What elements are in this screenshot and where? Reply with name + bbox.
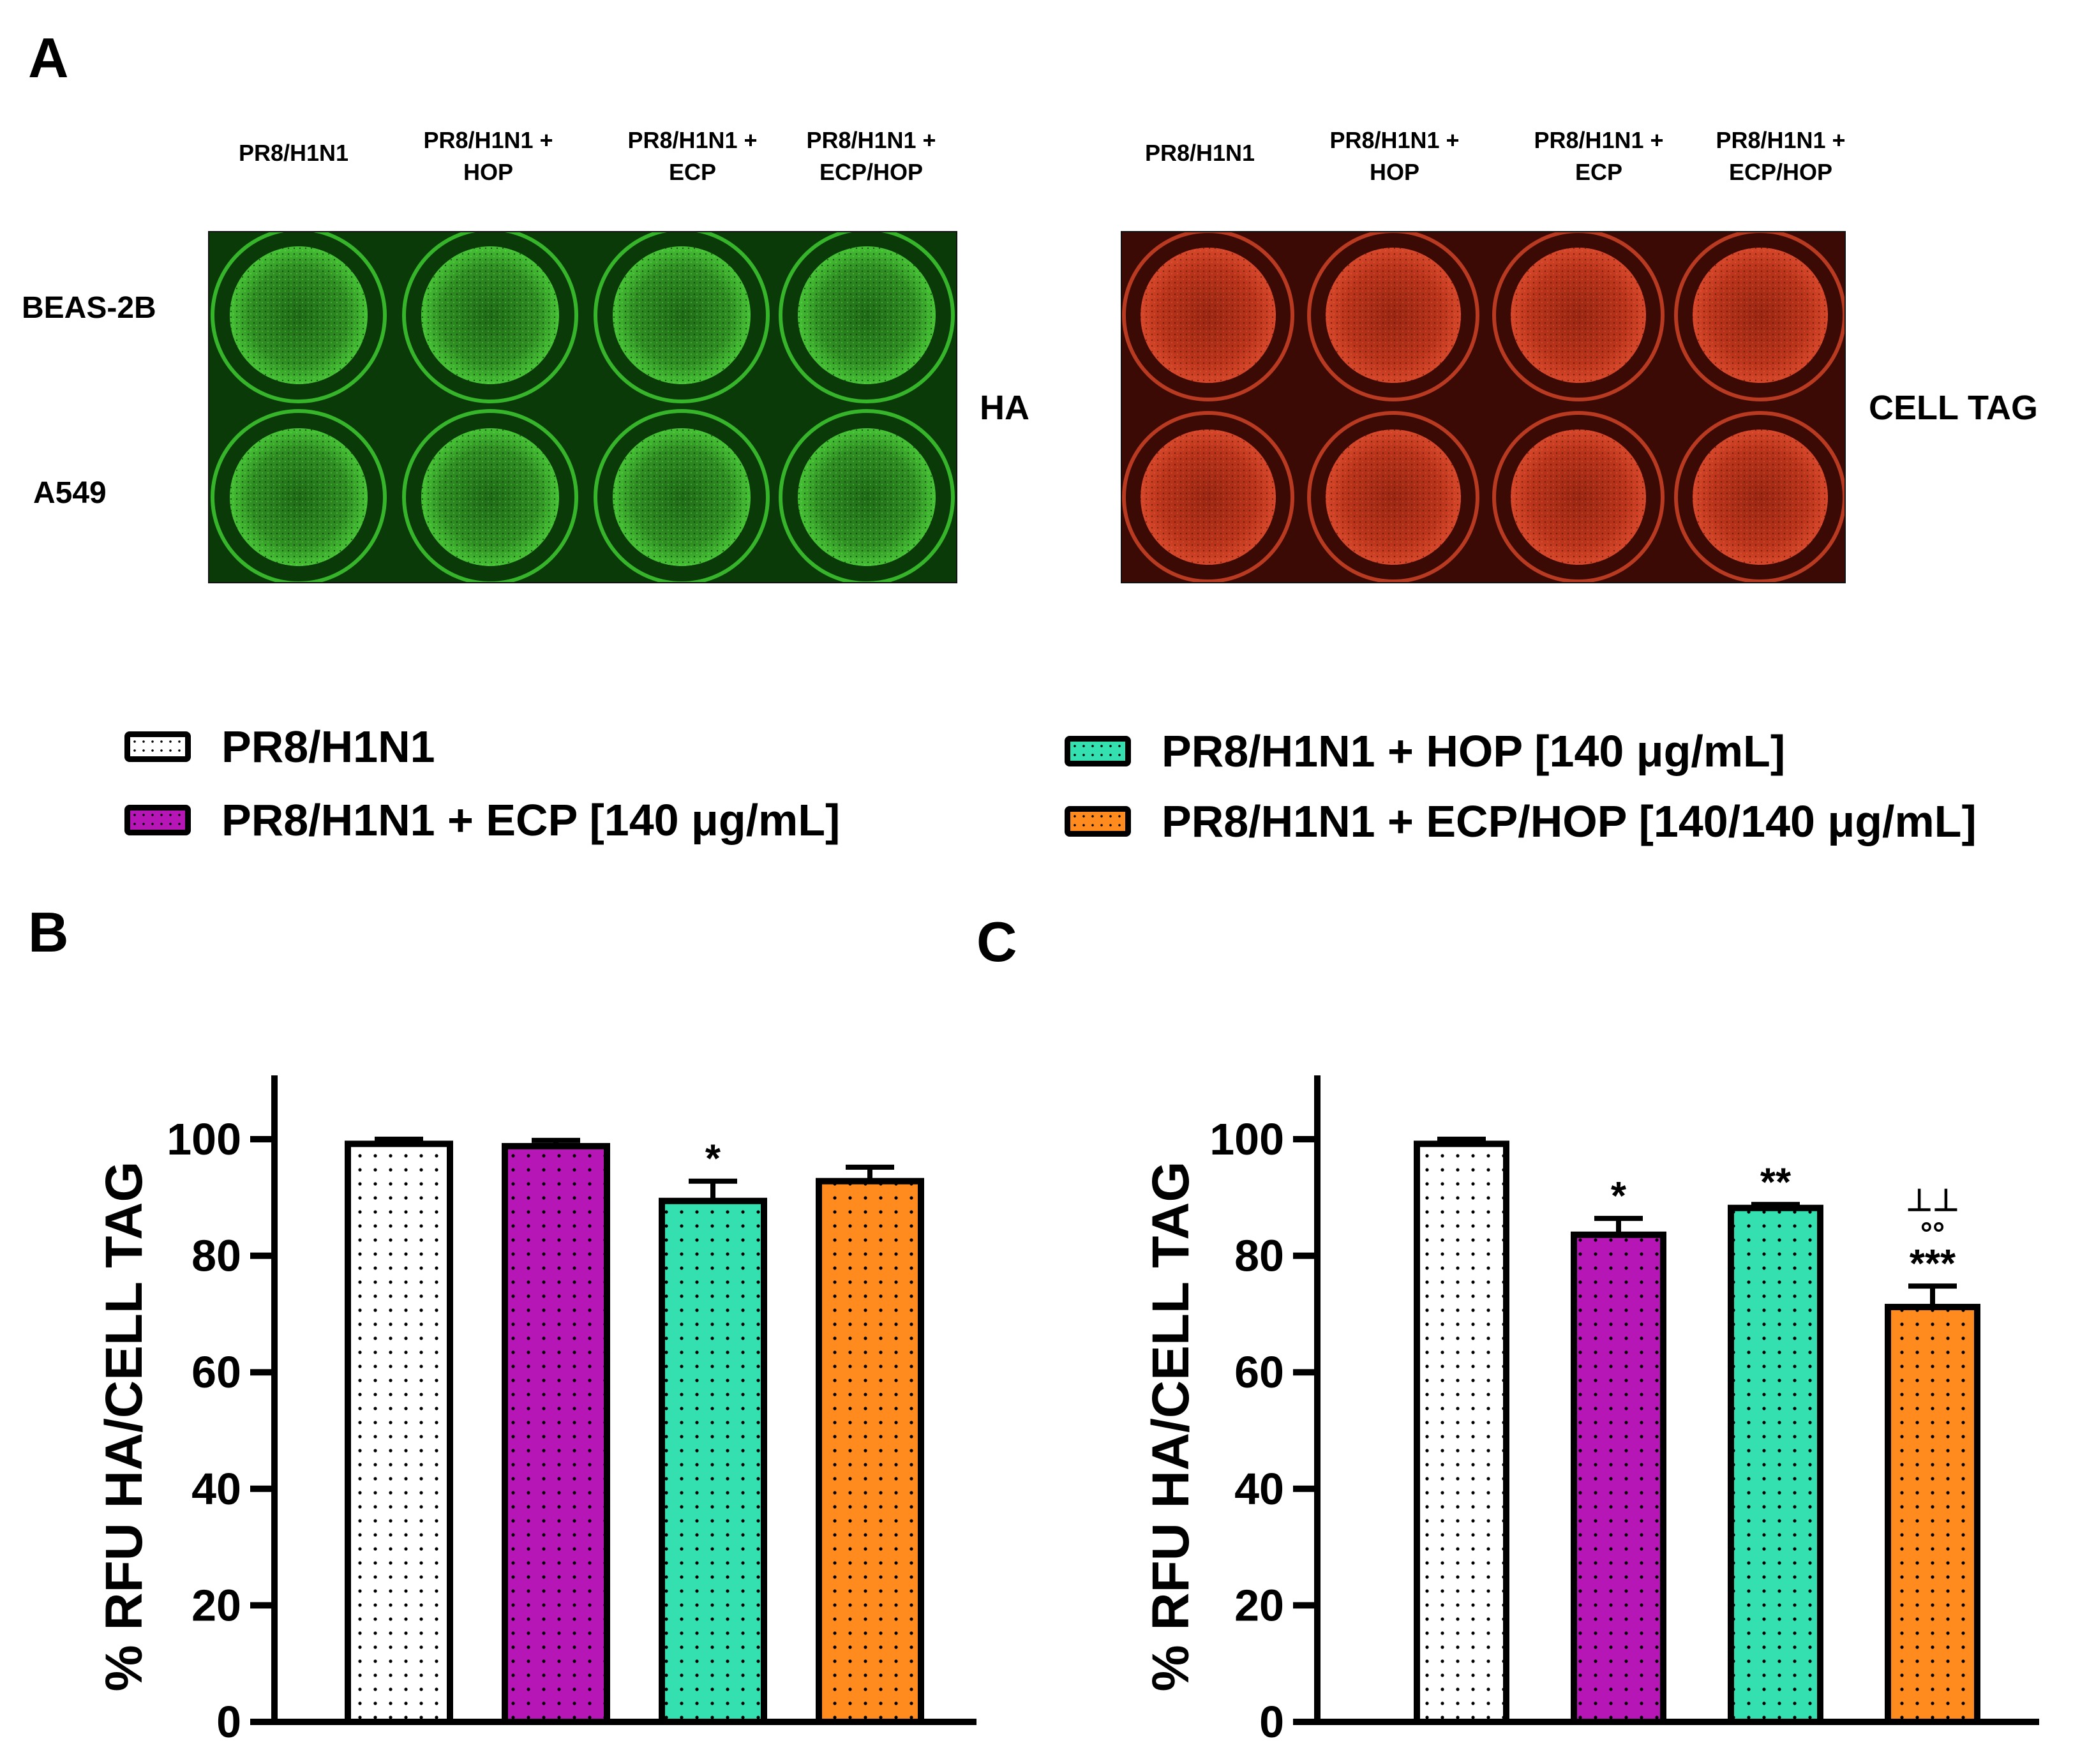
ha-col-label-1: PR8/H1N1 [238, 140, 349, 166]
chart-c-ytick-label-0: 0 [1259, 1697, 1284, 1747]
panel-c-letter: C [976, 910, 1017, 973]
chart-b-errorbar-3 [846, 1164, 894, 1181]
chart-c-ytick-label-80: 80 [1234, 1231, 1284, 1281]
ha-wells [211, 232, 955, 582]
chart-b-bar-3 [816, 1177, 924, 1725]
chart-b-ytick-label-0: 0 [216, 1697, 241, 1747]
chart-b-errorbar-1 [532, 1137, 580, 1146]
chart-b-ytick-label-60: 60 [191, 1347, 241, 1397]
legend-swatch-hop [1065, 736, 1131, 766]
chart-c-annotation-1-0: * [1611, 1174, 1627, 1218]
chart-b-bar-1 [502, 1142, 610, 1725]
chart-c-annotation-3-0: *** [1910, 1242, 1956, 1286]
celltag-col-label-3: PR8/H1N1 + ECP [1534, 127, 1664, 185]
legend-item-ecp-hop: PR8/H1N1 + ECP/HOP [140/140 μg/mL] [1065, 796, 1977, 847]
legend-swatch-ecp-hop [1065, 806, 1131, 837]
legend-swatch-control [124, 731, 191, 762]
celltag-col-label-2: PR8/H1N1 + HOP [1329, 127, 1460, 185]
chart-b-annotation-2-0: * [705, 1137, 721, 1181]
chart-c-annotation-2-0: ** [1760, 1160, 1792, 1204]
panel-b-letter: B [28, 901, 69, 964]
row-label-beas2b: BEAS-2B [22, 291, 156, 325]
chart-c-ytick-label-20: 20 [1234, 1580, 1284, 1630]
chart-c-bar-0 [1414, 1140, 1509, 1725]
chart-c-ytick-label-60: 60 [1234, 1347, 1284, 1397]
chart-c-errorbar-2 [1751, 1202, 1800, 1208]
ha-col-label-4: PR8/H1N1 + ECP/HOP [806, 127, 936, 185]
chart-b: * 0 20 40 60 80 100 % RFU HA/CELL TAG [95, 1075, 976, 1747]
chart-b-ylabel: % RFU HA/CELL TAG [95, 1162, 153, 1692]
row-label-a549: A549 [33, 476, 107, 510]
chart-c-errorbar-3 [1908, 1283, 1957, 1307]
legend-swatch-ecp [124, 805, 191, 835]
legend-label-ecp: PR8/H1N1 + ECP [140 μg/mL] [221, 795, 841, 845]
ha-plate-image [208, 231, 957, 583]
chart-c-ylabel: % RFU HA/CELL TAG [1142, 1162, 1200, 1692]
ha-label: HA [980, 389, 1029, 427]
celltag-wells [1122, 232, 1844, 582]
chart-c-ytick-label-40: 40 [1234, 1464, 1284, 1514]
celltag-label: CELL TAG [1869, 389, 2038, 427]
chart-c-errorbar-1 [1594, 1216, 1643, 1235]
chart-c-annotation-3-2: ⊥⊥ [1906, 1184, 1959, 1218]
legend-label-ecp-hop: PR8/H1N1 + ECP/HOP [140/140 μg/mL] [1162, 796, 1977, 846]
legend-item-hop: PR8/H1N1 + HOP [140 μg/mL] [1065, 726, 1785, 777]
legend-item-control: PR8/H1N1 [124, 721, 435, 772]
chart-b-ytick-label-20: 20 [191, 1580, 241, 1630]
chart-b-errorbar-2 [689, 1178, 737, 1201]
legend-label-hop: PR8/H1N1 + HOP [140 μg/mL] [1162, 726, 1786, 776]
chart-b-ytick-label-100: 100 [167, 1114, 241, 1164]
chart-b-errorbar-0 [375, 1137, 423, 1144]
chart-b-ytick-label-80: 80 [191, 1231, 241, 1281]
chart-c-bar-2 [1728, 1204, 1823, 1725]
ha-col-label-2: PR8/H1N1 + HOP [423, 127, 553, 185]
chart-b-ytick-label-40: 40 [191, 1464, 241, 1514]
celltag-col-label-4: PR8/H1N1 + ECP/HOP [1716, 127, 1846, 185]
ha-col-label-3: PR8/H1N1 + ECP [627, 127, 758, 185]
chart-b-bar-0 [345, 1140, 453, 1725]
panel-a-letter: A [28, 26, 69, 89]
celltag-plate-image [1121, 231, 1846, 583]
legend-label-control: PR8/H1N1 [221, 722, 435, 772]
chart-c-errorbar-0 [1437, 1137, 1486, 1144]
chart-c-bar-1 [1571, 1231, 1666, 1725]
chart-c-annotation-3-1: °° [1920, 1217, 1945, 1251]
chart-b-bar-2 [659, 1197, 767, 1725]
celltag-col-label-1: PR8/H1N1 [1144, 140, 1255, 166]
chart-c-ytick-label-100: 100 [1209, 1114, 1284, 1164]
chart-c-bar-3 [1885, 1303, 1980, 1726]
legend-item-ecp: PR8/H1N1 + ECP [140 μg/mL] [124, 795, 840, 846]
